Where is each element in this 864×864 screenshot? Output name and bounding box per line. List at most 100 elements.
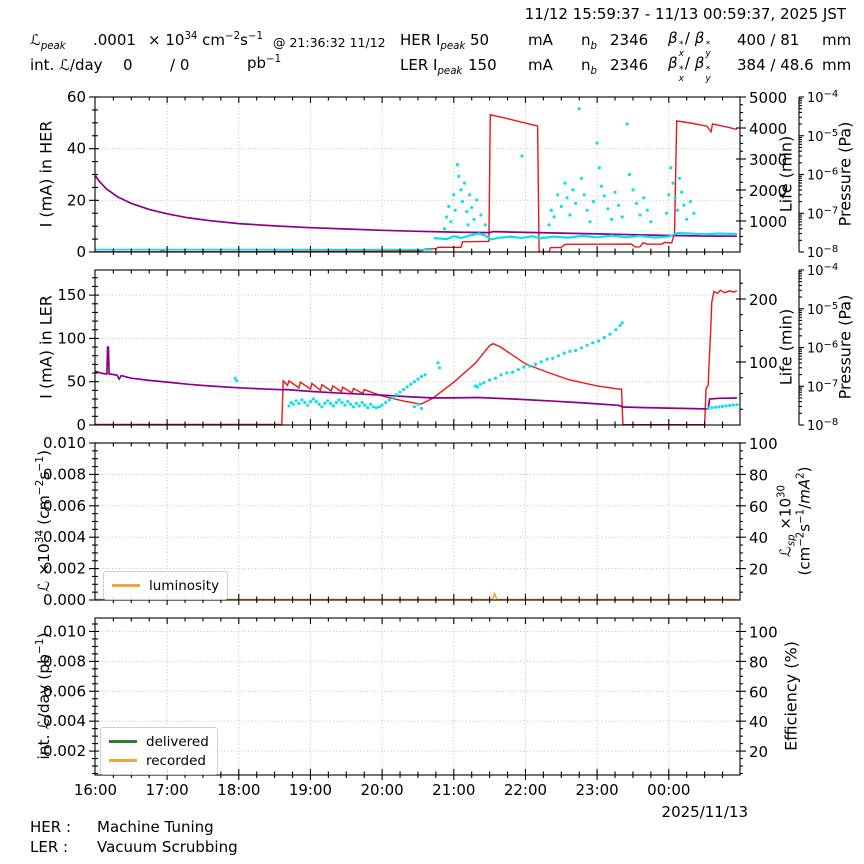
her-status-value: Machine Tuning [97, 818, 214, 836]
ler-ipeak-label: LER Ipeak [400, 56, 463, 77]
ler-beta-label: β * x / β * y [668, 54, 711, 84]
svg-text:10−4: 10−4 [807, 262, 838, 279]
her-nb-value: 2346 [610, 31, 649, 49]
svg-text:0.002: 0.002 [43, 742, 86, 760]
efficiency-axis-label: Efficiency (%) [781, 641, 801, 751]
her-pressure-axis-label: Pressure (Pa) [835, 121, 855, 227]
ler-status-value: Vacuum Scrubbing [97, 838, 238, 856]
svg-text:0: 0 [76, 243, 86, 261]
svg-text:200: 200 [749, 291, 778, 309]
svg-text:10−6: 10−6 [807, 167, 838, 184]
svg-text:4000: 4000 [749, 120, 787, 138]
svg-text:60: 60 [749, 683, 768, 701]
delivered-legend-label: delivered [146, 733, 209, 750]
svg-text:2000: 2000 [749, 182, 787, 200]
lpeak-label: ℒpeak [30, 31, 66, 52]
ler-nb-value: 2346 [610, 56, 649, 74]
legend-row-delivered: delivered [109, 732, 209, 751]
lpeak-units: × 1034 cm−2s−1 [148, 31, 263, 49]
svg-text:10−5: 10−5 [807, 301, 838, 318]
specific-luminosity-axis-label-line1: ℒsp ×1030 [776, 485, 798, 558]
svg-text:10−8: 10−8 [807, 244, 838, 261]
luminosity-line-swatch [112, 584, 140, 587]
time-range: 11/12 15:59:37 - 11/13 00:59:37, 2025 JS… [524, 5, 846, 23]
ler-nb-label: nb [581, 56, 597, 77]
svg-text:19:00: 19:00 [289, 781, 332, 799]
svg-text:10−7: 10−7 [807, 378, 838, 395]
svg-text:80: 80 [749, 653, 768, 671]
svg-text:0: 0 [76, 416, 86, 434]
svg-text:18:00: 18:00 [217, 781, 260, 799]
svg-text:40: 40 [67, 140, 86, 158]
intl-value2: / 0 [170, 56, 190, 74]
her-ipeak-unit: mA [528, 31, 553, 49]
her-beta-value: 400 / 81 [737, 31, 800, 49]
ler-status-key: LER : [30, 838, 69, 856]
svg-text:100: 100 [749, 623, 778, 641]
intlum-axis-label: int. ℒ/day (pb−1) [33, 632, 53, 760]
legend-row-recorded: recorded [109, 751, 209, 770]
recorded-legend-label: recorded [146, 752, 206, 769]
svg-text:0.010: 0.010 [43, 622, 86, 640]
svg-text:17:00: 17:00 [146, 781, 189, 799]
her-nb-label: nb [581, 31, 597, 52]
svg-text:10−5: 10−5 [807, 128, 838, 145]
ler-life-axis-label: Life (min) [776, 308, 796, 386]
ler-ipeak-unit: mA [528, 56, 553, 74]
svg-text:5000: 5000 [749, 89, 787, 107]
legend-row-luminosity: luminosity [112, 576, 219, 595]
svg-text:0.004: 0.004 [43, 528, 86, 546]
ler-current-axis-label: I (mA) in LER [36, 295, 56, 399]
svg-text:00:00: 00:00 [647, 781, 690, 799]
svg-text:40: 40 [749, 713, 768, 731]
svg-text:60: 60 [749, 498, 768, 516]
svg-text:20: 20 [67, 191, 86, 209]
svg-text:80: 80 [749, 466, 768, 484]
recorded-line-swatch [109, 759, 137, 762]
lpeak-value: .0001 [93, 31, 136, 49]
svg-text:100: 100 [749, 435, 778, 453]
her-beta-unit: mm [822, 31, 852, 49]
ler-ipeak-value: 150 [468, 56, 497, 74]
svg-text:50: 50 [67, 373, 86, 391]
svg-text:100: 100 [57, 329, 86, 347]
delivered-line-swatch [109, 740, 137, 743]
svg-text:21:00: 21:00 [432, 781, 475, 799]
her-status-key: HER : [30, 818, 72, 836]
specific-luminosity-axis-label: ℒsp ×1030 (cm−2s−1/mA2) [776, 467, 814, 576]
svg-text:20:00: 20:00 [361, 781, 404, 799]
luminosity-axis-label: ℒ ×1034 (cm−2s−1) [33, 449, 53, 593]
svg-text:16:00: 16:00 [74, 781, 117, 799]
svg-text:0.004: 0.004 [43, 712, 86, 730]
ler-beta-value: 384 / 48.6 [737, 56, 814, 74]
svg-text:100: 100 [749, 354, 778, 372]
intlum-legend: delivered recorded [100, 727, 218, 775]
svg-text:0.010: 0.010 [43, 434, 86, 452]
svg-text:0.002: 0.002 [43, 560, 86, 578]
luminosity-legend-label: luminosity [149, 577, 220, 594]
svg-text:40: 40 [749, 529, 768, 547]
luminosity-legend: luminosity [103, 571, 229, 600]
svg-text:0.006: 0.006 [43, 497, 86, 515]
svg-text:3000: 3000 [749, 151, 787, 169]
svg-text:10−4: 10−4 [807, 89, 838, 106]
her-life-axis-label: Life (min) [776, 135, 796, 213]
svg-text:0.006: 0.006 [43, 682, 86, 700]
her-ipeak-value: 50 [470, 31, 490, 49]
x-axis-date: 2025/11/13 [661, 803, 748, 821]
intl-value: 0 [123, 56, 133, 74]
her-ipeak-label: HER Ipeak [400, 31, 466, 52]
svg-text:23:00: 23:00 [576, 781, 619, 799]
svg-text:10−8: 10−8 [807, 417, 838, 434]
intl-label: int. ℒ/day [30, 56, 103, 74]
her-current-axis-label: I (mA) in HER [36, 120, 56, 228]
svg-text:10−6: 10−6 [807, 340, 838, 357]
specific-luminosity-axis-label-line2: (cm−2s−1/mA2) [795, 466, 813, 576]
lpeak-timestamp: @ 21:36:32 11/12 [273, 35, 386, 50]
svg-text:0.000: 0.000 [43, 591, 86, 609]
svg-text:10−7: 10−7 [807, 205, 838, 222]
svg-text:20: 20 [749, 743, 768, 761]
ler-pressure-axis-label: Pressure (Pa) [835, 294, 855, 400]
svg-text:20: 20 [749, 561, 768, 579]
